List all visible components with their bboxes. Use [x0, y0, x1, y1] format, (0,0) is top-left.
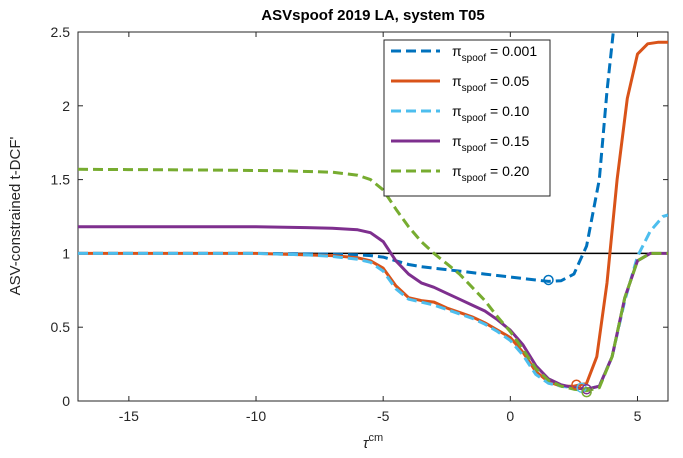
- legend-subscript: spoof: [462, 53, 487, 64]
- x-axis: -15 -10 -5 0 5: [119, 32, 642, 424]
- legend-value: = 0.15: [486, 133, 529, 149]
- series-line-1: [78, 32, 615, 283]
- legend-subscript: spoof: [462, 83, 487, 94]
- y-tick-label: 0: [62, 393, 70, 409]
- min-marker-2: [571, 379, 582, 391]
- x-axis-label-main: τ: [363, 435, 370, 452]
- chart-title: ASVspoof 2019 LA, system T05: [261, 7, 484, 24]
- legend-subscript: spoof: [462, 173, 487, 184]
- legend-entry-4: πspoof = 0.15: [452, 133, 530, 154]
- min-marker-layer: [543, 274, 592, 398]
- legend-entry-3: πspoof = 0.10: [452, 103, 530, 124]
- y-tick-label: 0.5: [51, 319, 71, 335]
- x-tick-label: 0: [506, 408, 514, 424]
- y-axis-label: ASV-constrained t-DCF': [7, 136, 24, 295]
- y-tick-label: 2.5: [51, 24, 71, 40]
- min-marker-4: [581, 383, 592, 395]
- legend-subscript: spoof: [462, 143, 487, 154]
- legend-symbol: π: [452, 133, 462, 149]
- legend-entry-5: πspoof = 0.20: [452, 163, 530, 184]
- legend-symbol: π: [452, 73, 462, 89]
- legend-subscript: spoof: [462, 113, 487, 124]
- legend-symbol: π: [452, 103, 462, 119]
- x-tick-label: 5: [634, 408, 642, 424]
- legend-symbol: π: [452, 163, 462, 179]
- legend-value: = 0.001: [486, 43, 537, 59]
- x-tick-label: -5: [377, 408, 390, 424]
- legend-symbol: π: [452, 43, 462, 59]
- x-axis-label: τcm: [363, 432, 383, 452]
- plot-frame: [77, 31, 669, 402]
- min-marker-1: [543, 274, 554, 286]
- legend-value: = 0.10: [486, 103, 529, 119]
- y-tick-label: 1.5: [51, 172, 71, 188]
- y-tick-label: 1: [62, 245, 70, 261]
- legend-value: = 0.20: [486, 163, 529, 179]
- y-tick-label: 2: [62, 98, 70, 114]
- series-line-5: [78, 167, 668, 393]
- min-marker-5: [581, 386, 592, 398]
- legend-entry-1: πspoof = 0.001: [452, 43, 537, 64]
- x-tick-label: -15: [119, 408, 139, 424]
- legend-entry-2: πspoof = 0.05: [452, 73, 530, 94]
- series-layer: [78, 32, 668, 393]
- x-axis-label-sup: cm: [368, 432, 383, 444]
- series-line-4: [78, 225, 668, 391]
- legend-value: = 0.05: [486, 73, 529, 89]
- x-tick-label: -10: [246, 408, 266, 424]
